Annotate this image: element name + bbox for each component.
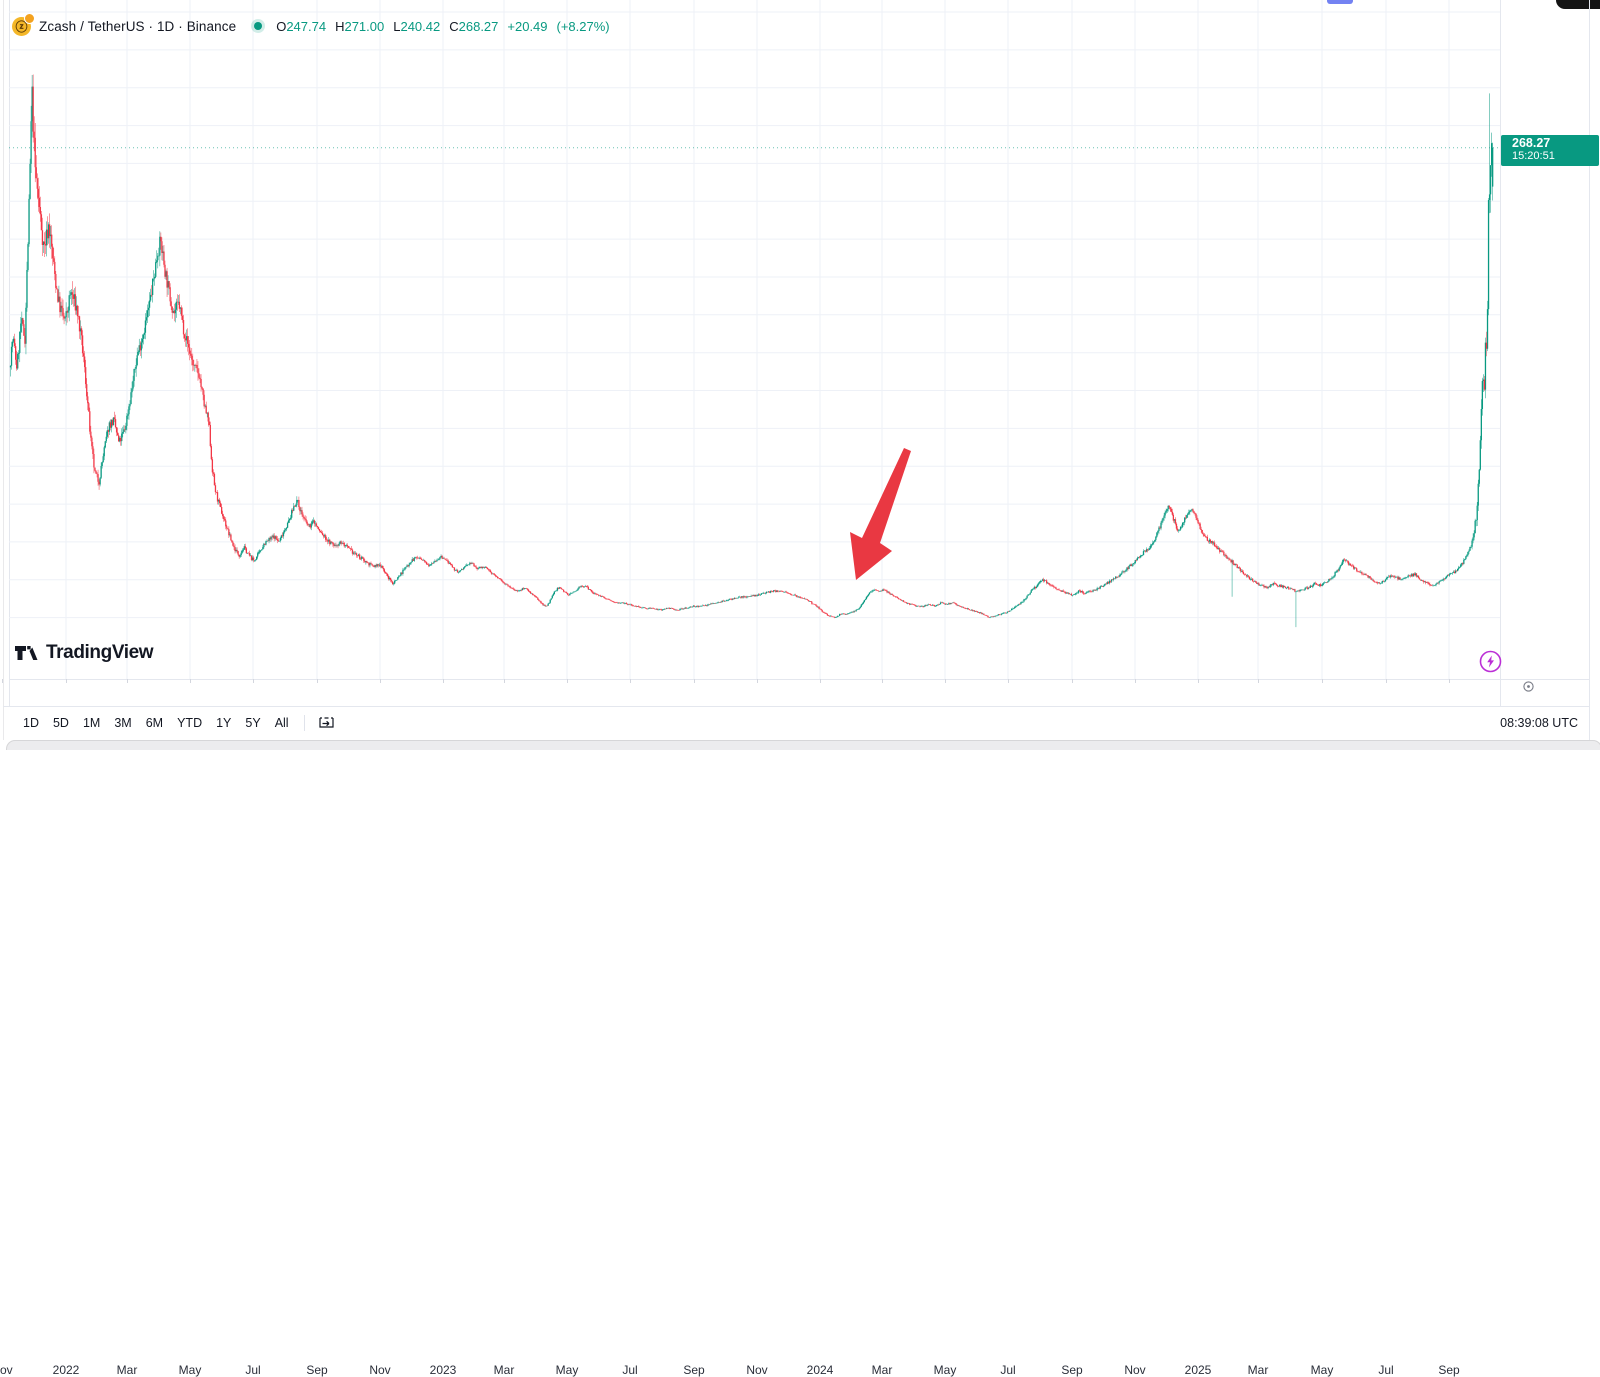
range-button-6m[interactable]: 6M xyxy=(145,715,164,730)
time-tick-label: May xyxy=(178,1363,202,1377)
time-tick-label: Jul xyxy=(1000,1363,1016,1377)
time-tick-mark xyxy=(820,679,821,683)
instant-trading-button[interactable] xyxy=(1479,650,1502,673)
clipped-link-artifact xyxy=(1327,0,1353,4)
time-tick-mark xyxy=(127,679,128,683)
up-bodies xyxy=(9,86,1494,618)
toolbar-divider xyxy=(303,714,305,731)
background-window-edge xyxy=(6,740,1600,750)
go-to-date-icon xyxy=(318,716,334,728)
last-price: 268.27 xyxy=(1512,135,1551,150)
go-to-date-button[interactable] xyxy=(313,711,340,735)
zcash-coin-icon: ⓩ xyxy=(12,12,35,36)
change-pct-value: (+8.27%) xyxy=(556,18,610,34)
open-value: 247.74 xyxy=(286,18,327,34)
range-button-5y[interactable]: 5Y xyxy=(245,715,261,730)
time-tick-mark xyxy=(567,679,568,683)
time-tick-label: May xyxy=(933,1363,957,1377)
time-tick-label: Nov xyxy=(1124,1363,1146,1377)
time-tick-mark xyxy=(1135,679,1136,683)
tradingview-logo-text: TradingView xyxy=(46,642,154,663)
down-wicks xyxy=(14,74,1487,619)
time-tick-label: May xyxy=(555,1363,579,1377)
price-axis[interactable]: 340.00320.00300.00280.00240.00220.00200.… xyxy=(1500,0,1589,679)
time-tick-mark xyxy=(1258,679,1259,683)
time-tick-mark xyxy=(757,679,758,683)
time-tick-label: May xyxy=(1310,1363,1334,1377)
time-tick-label: Jul xyxy=(1378,1363,1394,1377)
time-tick-mark xyxy=(1322,679,1323,683)
time-tick-label: Jul xyxy=(622,1363,638,1377)
range-button-1y[interactable]: 1Y xyxy=(216,715,232,730)
time-tick-label: Nov xyxy=(0,1363,13,1377)
window-left-border xyxy=(3,0,4,740)
time-tick-label: 2023 xyxy=(429,1363,457,1377)
low-value: 240.42 xyxy=(400,18,441,34)
time-tick-mark xyxy=(66,679,67,683)
range-button-3m[interactable]: 3M xyxy=(114,715,132,730)
symbol-title[interactable]: Zcash / TetherUS · 1D · Binance xyxy=(39,18,237,34)
time-tick-mark xyxy=(1008,679,1009,683)
time-tick-mark xyxy=(443,679,444,683)
bottom-toolbar: 1D 5D 1M 3M 6M YTD 1Y 5Y All 08:39:08 UTC xyxy=(0,707,1600,738)
range-button-ytd[interactable]: YTD xyxy=(177,715,203,730)
time-tick-mark xyxy=(1072,679,1073,683)
tradingview-logo[interactable]: TradingView xyxy=(14,642,154,664)
range-button-1m[interactable]: 1M xyxy=(82,715,101,730)
time-tick-mark xyxy=(190,679,191,683)
time-tick-mark xyxy=(945,679,946,683)
time-tick-mark xyxy=(1198,679,1199,683)
time-tick-label: Nov xyxy=(369,1363,391,1377)
toolbar-top-border xyxy=(3,706,1589,707)
change-value: +20.49 xyxy=(507,18,548,34)
time-tick-mark xyxy=(253,679,254,683)
range-button-5d[interactable]: 5D xyxy=(52,715,69,730)
time-tick-label: 2025 xyxy=(1184,1363,1212,1377)
time-tick-mark xyxy=(504,679,505,683)
browser-corner-artifact xyxy=(1556,0,1600,9)
time-tick-label: Mar xyxy=(1247,1363,1269,1377)
time-tick-mark xyxy=(1386,679,1387,683)
time-tick-mark xyxy=(380,679,381,683)
time-tick-label: 2024 xyxy=(806,1363,834,1377)
last-price-badge: 268.27 15:20:51 xyxy=(1501,134,1599,166)
time-tick-label: Sep xyxy=(1061,1363,1083,1377)
axis-settings-gear-icon[interactable] xyxy=(1521,680,1535,693)
ohlc-values: O247.74 H271.00 L240.42 C268.27 +20.49 (… xyxy=(276,18,610,34)
high-value: 271.00 xyxy=(344,18,385,34)
time-tick-mark xyxy=(2,679,3,683)
time-tick-label: Mar xyxy=(871,1363,893,1377)
range-button-all[interactable]: All xyxy=(274,715,289,730)
lightning-bolt-icon xyxy=(1487,655,1494,668)
time-tick-mark xyxy=(694,679,695,683)
symbol-header: ⓩ Zcash / TetherUS · 1D · Binance O247.7… xyxy=(12,12,610,38)
down-bodies xyxy=(13,86,1488,618)
market-status-icon[interactable] xyxy=(254,22,263,30)
range-button-1d[interactable]: 1D xyxy=(23,715,39,730)
time-tick-label: Mar xyxy=(116,1363,138,1377)
time-axis-top-border xyxy=(9,679,1589,680)
time-tick-label: Jul xyxy=(245,1363,261,1377)
time-tick-label: Mar xyxy=(493,1363,515,1377)
range-selector: 1D 5D 1M 3M 6M YTD 1Y 5Y All xyxy=(16,713,296,733)
annotation-arrow[interactable] xyxy=(850,448,911,580)
close-value: 268.27 xyxy=(458,18,499,34)
tradingview-logo-icon xyxy=(15,646,38,660)
time-axis[interactable]: Nov 2022 Mar May Jul Sep Nov 2023 Mar May Jul Sep No… xyxy=(0,679,1500,1377)
time-tick-mark xyxy=(317,679,318,683)
time-tick-mark xyxy=(630,679,631,683)
utc-clock[interactable]: 08:39:08 UTC xyxy=(1500,715,1578,730)
time-tick-label: Sep xyxy=(306,1363,328,1377)
time-tick-label: 2022 xyxy=(52,1363,80,1377)
last-price-time: 15:20:51 xyxy=(1512,149,1555,162)
time-tick-mark xyxy=(1449,679,1450,683)
candlestick-chart[interactable] xyxy=(0,0,1600,706)
time-tick-label: Nov xyxy=(746,1363,768,1377)
price-axis-border xyxy=(1500,0,1501,706)
time-tick-label: Sep xyxy=(683,1363,705,1377)
window-right-border xyxy=(1589,0,1590,740)
time-tick-mark xyxy=(882,679,883,683)
time-tick-label: Sep xyxy=(1438,1363,1460,1377)
